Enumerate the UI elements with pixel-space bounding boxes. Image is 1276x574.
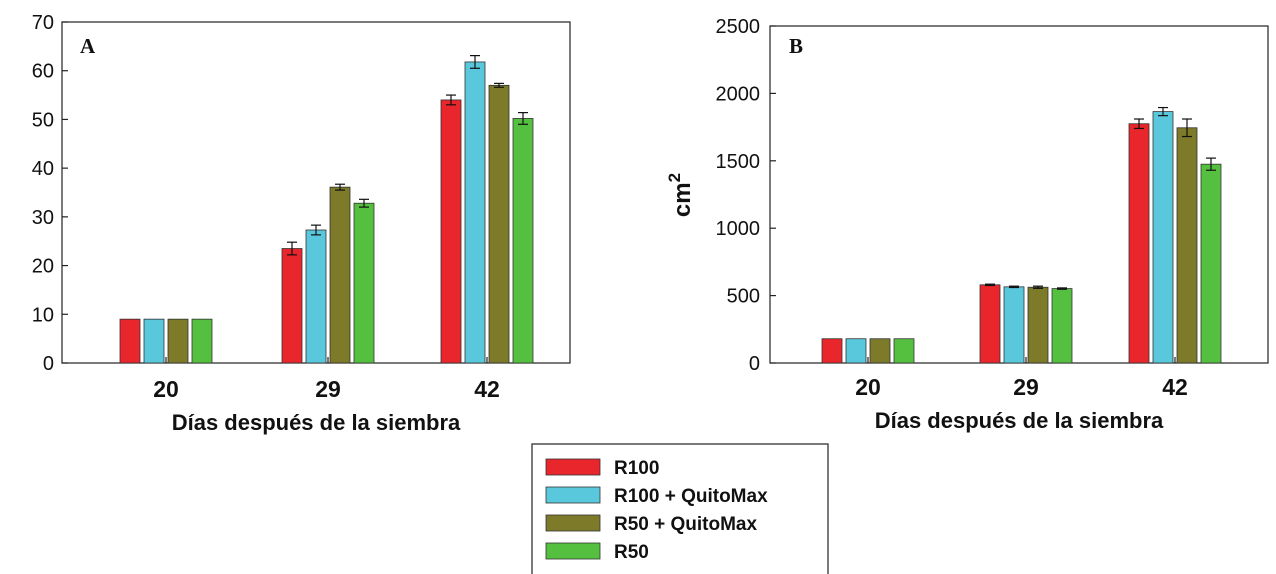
panel-a-bar-20-4	[191, 318, 213, 364]
panel-b-bars	[821, 106, 1222, 364]
panel-b-bar-20-1	[821, 338, 843, 364]
panel-a-y-axis: 0 10 20 30 40 50 60 70	[32, 12, 68, 375]
panel-a-bar-42-3	[488, 84, 510, 364]
panel-b-bar-29-3	[1027, 286, 1049, 364]
panel-a-bar-29-2	[305, 229, 327, 364]
panel-b-x-axis-title: Días después de la siembra	[875, 408, 1164, 433]
panel-b-bar-42-1	[1128, 123, 1150, 364]
legend-items: R100 R100 + QuitoMax R50 + QuitoMax R50	[545, 458, 768, 563]
panel-a-bar-29-1	[281, 248, 303, 364]
panel-a-y-tick-label: 30	[32, 207, 54, 229]
legend-swatch	[545, 514, 601, 532]
legend-label: R100	[614, 458, 659, 479]
panel-a-y-tick-label: 40	[32, 158, 54, 180]
panel-b-bar-42-3	[1176, 127, 1198, 364]
legend-swatch	[545, 458, 601, 476]
panel-b-y-axis-unit: cm	[669, 182, 696, 217]
panel-b-bar-29-1	[979, 284, 1001, 364]
panel-a-x-tick-label: 29	[315, 376, 341, 402]
panel-a-y-tick-label: 10	[32, 304, 54, 326]
panel-b-x-tick-label: 20	[855, 374, 881, 400]
legend-label: R50 + QuitoMax	[614, 514, 757, 535]
panel-b-bar-42-2	[1152, 111, 1174, 364]
panel-b-y-tick-label: 500	[727, 286, 760, 308]
panel-b-bar-20-3	[869, 338, 891, 364]
panel-b: B 0 500 1000 1500 2000 2500 20 29 42 Días despu…	[665, 16, 1269, 433]
panel-b-y-tick-label: 1000	[716, 218, 761, 240]
panel-b-bar-42-4	[1200, 163, 1222, 364]
panel-b-bar-29-4	[1051, 288, 1073, 364]
panel-a-bar-20-1	[119, 318, 141, 364]
panel-a-bar-42-2	[464, 61, 486, 364]
panel-b-bar-29-2	[1003, 286, 1025, 364]
panel-a: A 0 10 20 30 40 50 60 70 20 29 42 Días después de…	[32, 12, 571, 435]
panel-b-bar-20-2	[845, 338, 867, 364]
panel-a-y-tick-label: 20	[32, 256, 54, 278]
panel-b-bar-20-4	[893, 338, 915, 364]
panel-b-x-axis: 20 29 42	[855, 357, 1188, 400]
panel-a-y-tick-label: 60	[32, 61, 54, 83]
legend: R100 R100 + QuitoMax R50 + QuitoMax R50	[531, 443, 829, 574]
panel-a-bars	[119, 55, 534, 364]
panel-b-y-axis-unit-exponent: 2	[665, 173, 684, 182]
panel-a-label: A	[80, 34, 96, 58]
panel-a-x-axis: 20 29 42	[153, 357, 500, 402]
legend-label: R50	[614, 542, 649, 563]
panel-a-y-tick-label: 50	[32, 109, 54, 131]
panel-b-y-tick-label: 2500	[716, 16, 761, 38]
panel-a-bar-42-1	[440, 99, 462, 364]
panel-a-bar-42-4	[512, 118, 534, 364]
legend-swatch	[545, 542, 601, 560]
legend-swatch	[545, 486, 601, 504]
panel-b-y-tick-label: 2000	[716, 83, 761, 105]
panel-b-y-tick-label: 0	[749, 353, 760, 375]
panel-b-y-axis-title: cm2	[665, 173, 696, 217]
panel-a-x-tick-label: 42	[474, 376, 500, 402]
panel-a-y-tick-label: 0	[43, 353, 54, 375]
legend-label: R100 + QuitoMax	[614, 486, 768, 507]
panel-a-x-axis-title: Días después de la siembra	[172, 410, 461, 435]
panel-a-bar-29-4	[353, 202, 375, 364]
panel-a-bar-20-3	[167, 318, 189, 364]
panel-a-y-tick-label: 70	[32, 12, 54, 34]
panel-a-x-tick-label: 20	[153, 376, 179, 402]
panel-b-y-axis: 0 500 1000 1500 2000 2500	[716, 16, 776, 375]
panel-a-bar-20-2	[143, 318, 165, 364]
panel-b-y-tick-label: 1500	[716, 151, 761, 173]
panel-a-bar-29-3	[329, 186, 351, 364]
panel-b-label: B	[789, 34, 803, 58]
panel-b-x-tick-label: 42	[1162, 374, 1188, 400]
panel-b-x-tick-label: 29	[1013, 374, 1039, 400]
